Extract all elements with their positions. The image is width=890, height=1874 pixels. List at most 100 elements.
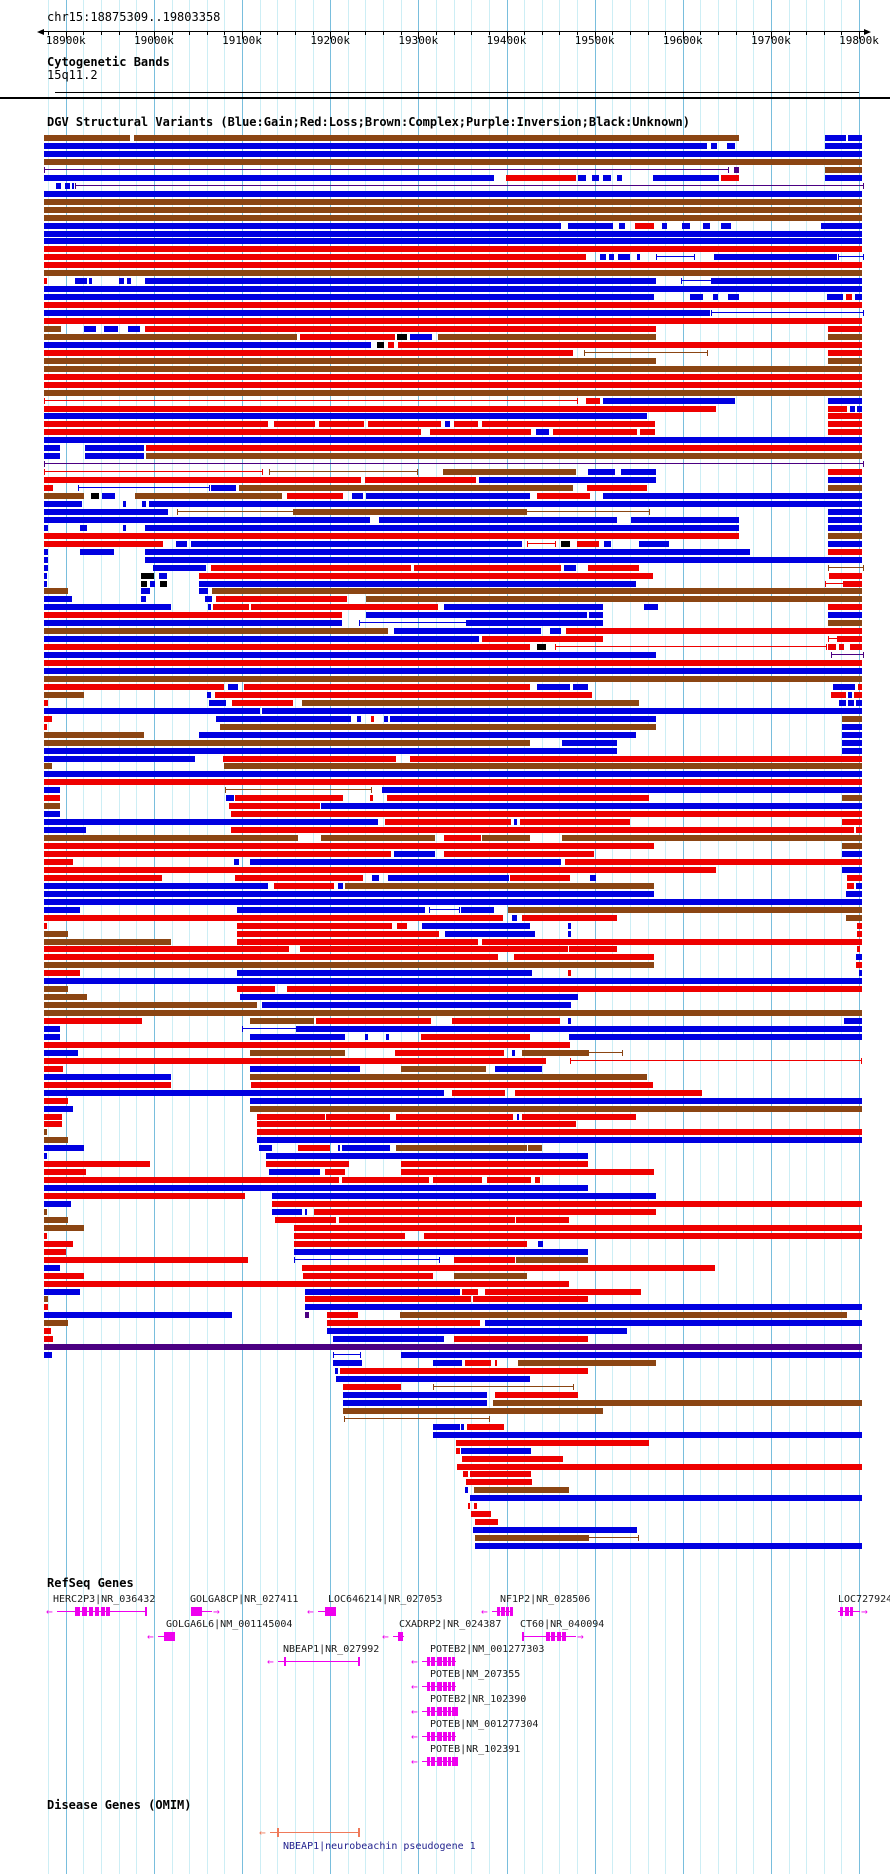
variant-segment	[250, 1105, 862, 1112]
variant-segment	[484, 1288, 642, 1295]
variant-segment	[727, 294, 740, 301]
variant-segment	[44, 143, 707, 149]
variant-segment	[318, 421, 364, 428]
variant-segment	[44, 381, 862, 388]
variant-segment	[44, 1280, 570, 1287]
variant-segment	[44, 540, 163, 547]
gridline-minor	[524, 0, 526, 1874]
variant-segment	[830, 691, 846, 698]
variant-segment	[44, 222, 561, 229]
variant-segment	[199, 580, 637, 587]
variant-segment	[825, 143, 862, 149]
variant-segment	[304, 1304, 862, 1311]
variant-segment	[215, 715, 351, 722]
variant-segment	[251, 1081, 653, 1088]
gene-exon	[850, 1607, 853, 1616]
variant-segment	[44, 564, 49, 571]
variant-segment	[293, 1224, 862, 1231]
gridline-minor	[577, 0, 578, 1874]
variant-segment	[482, 636, 603, 643]
gene-exon	[443, 1682, 447, 1691]
variant-segment	[44, 254, 587, 261]
variant-segment	[44, 429, 422, 436]
variant-segment	[602, 397, 736, 404]
ruler-minor-tick	[541, 31, 543, 35]
cytoband-bar	[55, 92, 859, 93]
variant-segment	[857, 405, 862, 412]
variant-segment	[44, 1312, 233, 1319]
gene-exon	[191, 1607, 202, 1616]
variant-segment	[304, 1312, 309, 1319]
gridline-minor	[383, 0, 385, 1874]
variant-segment	[586, 397, 601, 404]
variant-segment	[235, 874, 363, 881]
omim-track-header: Disease Genes (OMIM)	[47, 1798, 192, 1812]
variant-segment	[44, 1129, 48, 1136]
variant-segment	[223, 755, 396, 762]
variant-segment	[516, 1113, 520, 1120]
gene-label: POTEB|NM_001277304	[430, 1719, 539, 1730]
variant-segment	[721, 222, 732, 229]
gene-exon	[431, 1757, 435, 1766]
variant-segment	[44, 1256, 248, 1263]
variant-segment	[844, 580, 862, 587]
variant-segment-thin	[44, 461, 864, 468]
variant-segment	[365, 493, 530, 499]
variant-segment	[721, 174, 740, 181]
variant-segment	[44, 1328, 52, 1335]
variant-segment	[473, 1503, 477, 1510]
variant-segment	[238, 485, 574, 491]
variant-segment	[327, 1312, 359, 1319]
ruler-minor-tick	[788, 31, 790, 35]
variant-segment	[432, 1360, 462, 1367]
gene-strand-left-arrow: ←	[307, 1605, 314, 1618]
variant-segment	[394, 628, 542, 635]
variant-segment	[619, 222, 625, 229]
variant-segment	[475, 1543, 862, 1549]
gridline-major	[506, 0, 508, 1874]
variant-segment	[620, 469, 656, 476]
variant-segment	[713, 294, 718, 301]
variant-segment	[856, 699, 862, 706]
variant-segment	[467, 1503, 471, 1510]
variant-segment	[44, 1304, 49, 1311]
gridline-minor	[83, 0, 85, 1874]
gridline-minor	[259, 0, 261, 1874]
omim-gene-label: NBEAP1|neurobeachin pseudogene 1	[283, 1841, 476, 1852]
variant-segment	[44, 262, 862, 269]
variant-segment	[215, 596, 348, 603]
variant-segment	[470, 1471, 531, 1478]
gene-label: HERC2P3|NR_036432	[53, 1594, 156, 1605]
variant-segment	[259, 1145, 273, 1152]
region-coordinates-label: chr15:18875309..19803358	[47, 10, 221, 24]
variant-segment	[827, 485, 862, 491]
variant-segment-thin	[588, 1535, 640, 1542]
gridline-minor	[612, 0, 614, 1874]
variant-segment-thin	[837, 254, 864, 261]
variant-segment	[148, 500, 862, 507]
variant-segment	[398, 341, 862, 348]
variant-segment	[256, 1137, 862, 1144]
cytoband-track-header: Cytogenetic Bands	[47, 55, 170, 69]
variant-segment	[44, 994, 87, 1001]
variant-segment	[237, 906, 426, 913]
variant-segment	[250, 1097, 862, 1104]
variant-segment	[690, 294, 704, 301]
variant-segment	[321, 803, 862, 810]
gene-exon	[427, 1707, 430, 1716]
gridline-minor	[400, 0, 402, 1874]
variant-segment	[292, 508, 527, 515]
variant-segment	[44, 190, 862, 197]
gene-exon	[427, 1657, 430, 1666]
gene-exon	[89, 1607, 93, 1616]
variant-segment	[91, 493, 99, 499]
variant-segment	[602, 493, 862, 499]
variant-segment	[464, 1360, 491, 1367]
variant-segment	[44, 1344, 862, 1351]
variant-segment	[75, 278, 87, 285]
variant-segment	[44, 723, 47, 730]
variant-segment	[537, 683, 570, 690]
variant-segment-thin	[75, 182, 864, 189]
variant-segment	[256, 1113, 326, 1120]
variant-segment	[507, 906, 862, 913]
